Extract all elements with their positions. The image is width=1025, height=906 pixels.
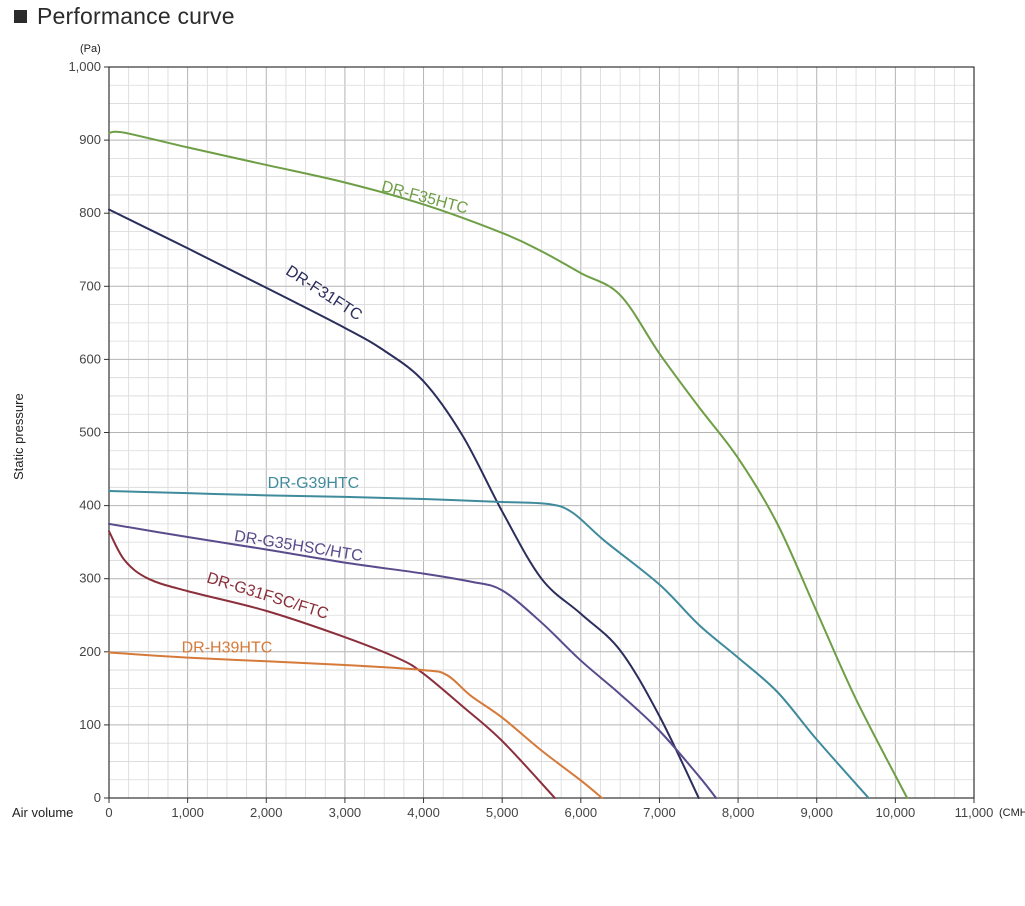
series-label-dr-g39htc: DR-G39HTC [268, 475, 360, 492]
y-tick-label: 400 [79, 498, 101, 513]
y-tick-label: 800 [79, 205, 101, 220]
y-tick-label: 200 [79, 644, 101, 659]
series-line-dr-g31fsc-ftc [108, 530, 556, 799]
x-tick-label: 1,000 [171, 805, 204, 820]
axes: 0 100 200 300 400 500 600 700 800 900 1,000 0 1,000 2… [68, 59, 993, 820]
x-tick-label: 4,000 [407, 805, 440, 820]
series-line-dr-f31ftc [108, 208, 700, 799]
x-tick-label: 11,000 [955, 805, 994, 820]
series-label-dr-f31ftc: DR-F31FTC [283, 263, 365, 325]
y-tick-label: 1,000 [68, 59, 101, 74]
x-tick-label: 2,000 [250, 805, 283, 820]
x-tick-label: 7,000 [643, 805, 676, 820]
x-tick-label: 6,000 [565, 805, 598, 820]
y-tick-label: 900 [79, 132, 101, 147]
y-axis-unit: (Pa) [80, 43, 101, 55]
series-label-dr-h39htc: DR-H39HTC [182, 640, 273, 657]
y-tick-label: 700 [79, 278, 101, 293]
title-bullet-icon [14, 10, 27, 23]
y-tick-label: 0 [94, 790, 101, 805]
series-label-dr-f35htc: DR-F35HTC [380, 178, 470, 217]
y-tick-label: 300 [79, 571, 101, 586]
y-tick-label: 600 [79, 351, 101, 366]
series-line-dr-f35htc [108, 130, 909, 799]
y-axis-label: Static pressure [11, 393, 26, 480]
x-tick-label: 10,000 [875, 805, 915, 820]
x-axis-label: Air volume [12, 805, 73, 820]
x-axis-unit: (CMH) [999, 807, 1025, 819]
series-line-dr-g35hsc-htc [108, 522, 718, 799]
series-line-dr-h39htc [108, 651, 604, 799]
y-tick-label: 500 [79, 425, 101, 440]
series-line-dr-g39htc [108, 489, 870, 799]
grid [109, 67, 974, 798]
chart-title-text: Performance curve [37, 3, 235, 29]
series-label-dr-g35hsc-htc: DR-G35HSC/HTC [233, 528, 364, 565]
x-tick-label: 8,000 [722, 805, 755, 820]
series-lines [108, 130, 909, 799]
x-tick-label: 3,000 [329, 805, 362, 820]
x-tick-label: 0 [105, 805, 112, 820]
y-tick-label: 100 [79, 717, 101, 732]
chart-title: Performance curve [14, 3, 235, 30]
x-tick-label: 9,000 [800, 805, 833, 820]
x-tick-label: 5,000 [486, 805, 519, 820]
